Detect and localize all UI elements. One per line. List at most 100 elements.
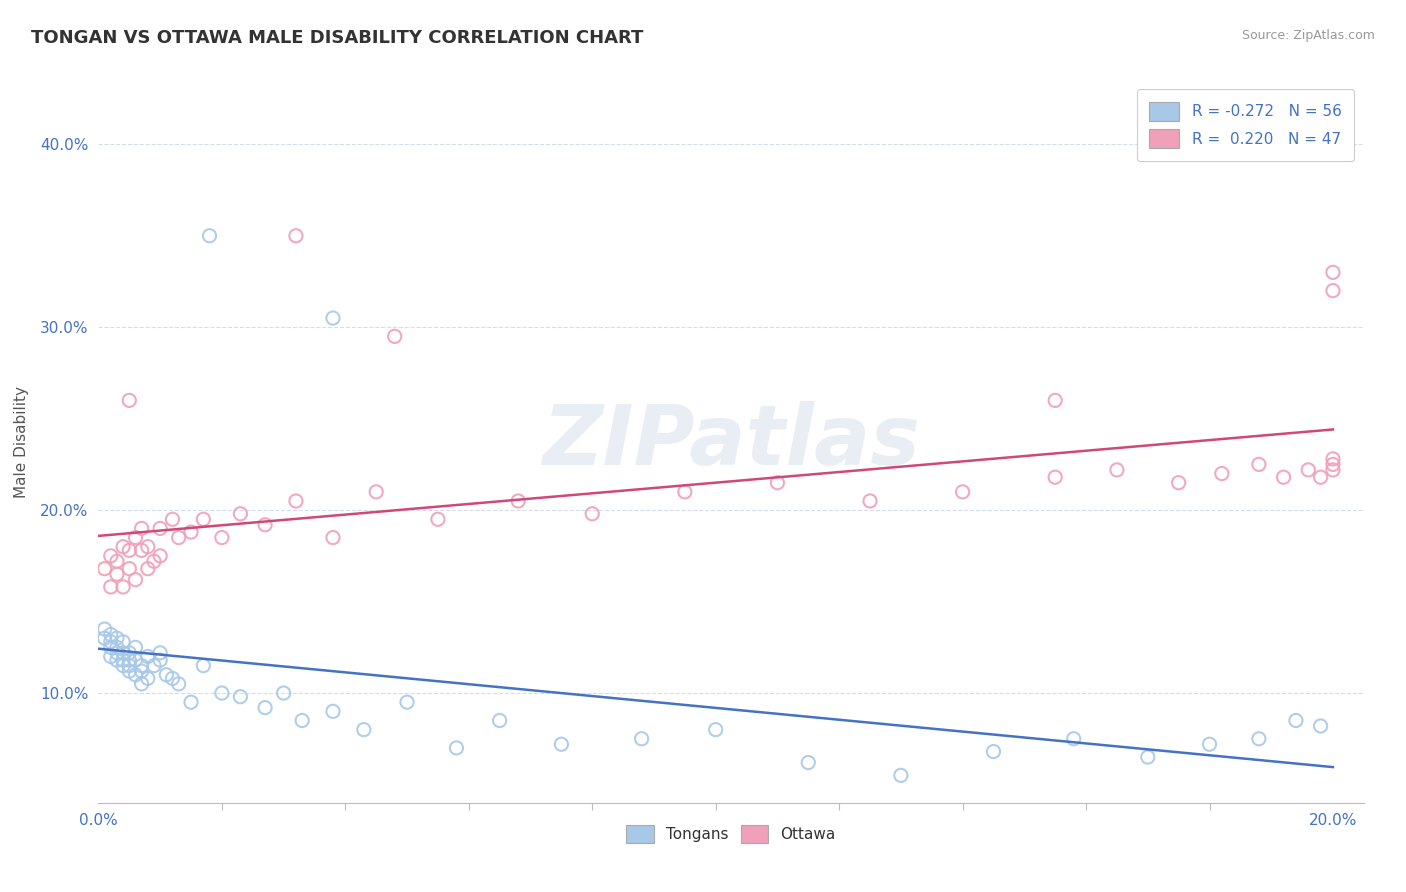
Point xyxy=(1322,284,1344,298)
Point xyxy=(112,635,135,649)
Point xyxy=(93,622,115,636)
Point xyxy=(198,228,221,243)
Point xyxy=(1247,458,1270,472)
Point xyxy=(118,653,141,667)
Point xyxy=(1043,470,1066,484)
Point xyxy=(1309,719,1331,733)
Point xyxy=(508,494,530,508)
Point xyxy=(1105,463,1128,477)
Point xyxy=(118,664,141,678)
Text: TONGAN VS OTTAWA MALE DISABILITY CORRELATION CHART: TONGAN VS OTTAWA MALE DISABILITY CORRELA… xyxy=(31,29,644,46)
Point xyxy=(211,686,233,700)
Point xyxy=(1322,265,1344,279)
Point xyxy=(162,672,184,686)
Point xyxy=(112,658,135,673)
Point xyxy=(167,677,190,691)
Point xyxy=(254,700,277,714)
Point xyxy=(118,543,141,558)
Point xyxy=(1309,470,1331,484)
Point xyxy=(284,494,307,508)
Point xyxy=(581,507,603,521)
Point xyxy=(322,704,344,718)
Point xyxy=(488,714,510,728)
Point xyxy=(229,507,252,521)
Point xyxy=(291,714,314,728)
Point xyxy=(105,567,128,582)
Point xyxy=(211,531,233,545)
Point xyxy=(859,494,882,508)
Point xyxy=(124,640,146,655)
Point xyxy=(630,731,652,746)
Point xyxy=(284,228,307,243)
Point xyxy=(1063,731,1085,746)
Point xyxy=(112,540,135,554)
Point xyxy=(105,640,128,655)
Point xyxy=(136,540,159,554)
Point xyxy=(1322,458,1344,472)
Y-axis label: Male Disability: Male Disability xyxy=(14,385,30,498)
Point xyxy=(149,521,172,535)
Point xyxy=(100,649,122,664)
Point xyxy=(446,740,468,755)
Point xyxy=(1247,731,1270,746)
Point xyxy=(136,562,159,576)
Point xyxy=(131,677,153,691)
Point xyxy=(136,672,159,686)
Point xyxy=(550,737,572,751)
Point xyxy=(124,667,146,681)
Point xyxy=(396,695,419,709)
Point xyxy=(1167,475,1189,490)
Point xyxy=(149,549,172,563)
Point xyxy=(704,723,727,737)
Point xyxy=(118,393,141,408)
Point xyxy=(100,635,122,649)
Point xyxy=(797,756,820,770)
Point xyxy=(100,549,122,563)
Point xyxy=(100,580,122,594)
Point xyxy=(1211,467,1233,481)
Point xyxy=(180,525,202,540)
Point xyxy=(105,646,128,660)
Point xyxy=(1136,750,1159,764)
Point xyxy=(273,686,295,700)
Point xyxy=(118,658,141,673)
Point xyxy=(229,690,252,704)
Point xyxy=(124,653,146,667)
Point xyxy=(322,531,344,545)
Point xyxy=(167,531,190,545)
Point xyxy=(384,329,406,343)
Point xyxy=(353,723,375,737)
Point xyxy=(100,640,122,655)
Point xyxy=(105,653,128,667)
Point xyxy=(254,517,277,532)
Point xyxy=(890,768,912,782)
Point xyxy=(118,562,141,576)
Point xyxy=(1198,737,1220,751)
Point xyxy=(112,580,135,594)
Legend: Tongans, Ottawa: Tongans, Ottawa xyxy=(620,819,842,849)
Point xyxy=(193,512,215,526)
Point xyxy=(131,658,153,673)
Point xyxy=(131,521,153,535)
Point xyxy=(426,512,449,526)
Point xyxy=(366,484,388,499)
Point xyxy=(149,653,172,667)
Point xyxy=(93,562,115,576)
Point xyxy=(105,631,128,645)
Point xyxy=(124,531,146,545)
Point xyxy=(143,554,166,568)
Point xyxy=(149,646,172,660)
Point xyxy=(1322,463,1344,477)
Point xyxy=(1322,451,1344,466)
Point xyxy=(118,646,141,660)
Point xyxy=(112,646,135,660)
Point xyxy=(322,311,344,326)
Point xyxy=(766,475,789,490)
Point xyxy=(131,664,153,678)
Point xyxy=(193,658,215,673)
Point xyxy=(155,667,177,681)
Point xyxy=(983,745,1005,759)
Point xyxy=(1285,714,1308,728)
Point xyxy=(131,543,153,558)
Point xyxy=(124,573,146,587)
